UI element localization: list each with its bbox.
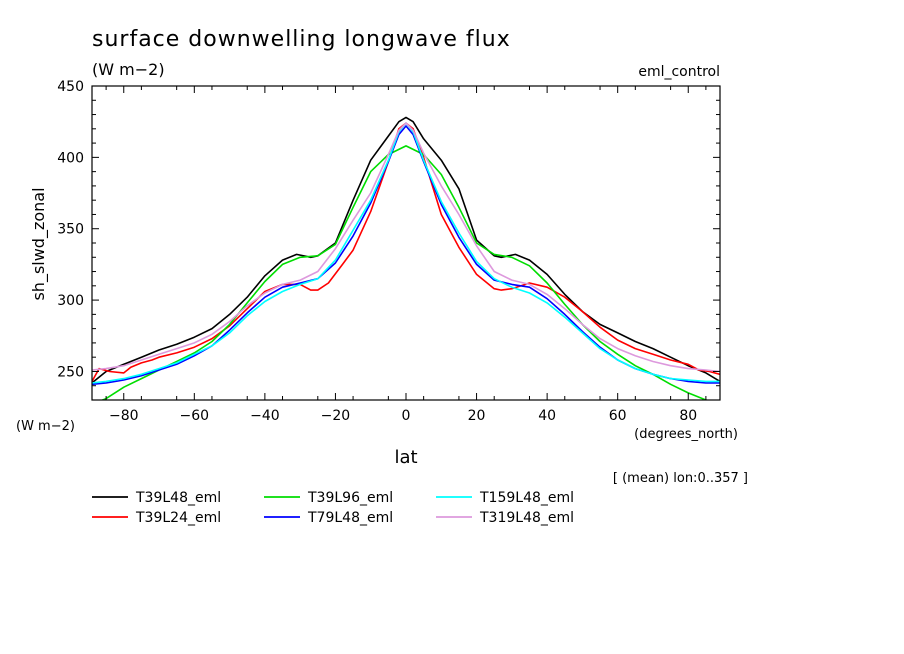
legend-label-T39L24_eml: T39L24_eml xyxy=(135,510,221,526)
x-tick-label: −60 xyxy=(180,408,210,424)
y-tick-label: 250 xyxy=(57,364,84,380)
averaging-note: [ (mean) lon:0..357 ] xyxy=(613,471,748,486)
series-line-T39L24_eml xyxy=(92,122,720,382)
legend-label-T39L48_eml: T39L48_eml xyxy=(135,490,221,506)
y-tick-label: 400 xyxy=(57,150,84,166)
y-tick-label: 450 xyxy=(57,79,84,95)
plot-frame xyxy=(91,85,721,401)
y-tick-label: 300 xyxy=(57,293,84,309)
x-axis-label: lat xyxy=(394,447,417,468)
series-line-T39L48_eml xyxy=(92,116,720,384)
x-tick-label: −20 xyxy=(321,408,351,424)
chart-title: surface downwelling longwave flux xyxy=(92,27,511,52)
legend-label-T39L96_eml: T39L96_eml xyxy=(307,490,393,506)
legend-label-T79L48_eml: T79L48_eml xyxy=(307,510,393,526)
x-units-label: (degrees_north) xyxy=(634,427,738,442)
x-tick-label: 60 xyxy=(609,408,627,424)
y-axis-label: sh_slwd_zonal xyxy=(29,187,49,300)
series-line-T39L96_eml xyxy=(100,145,710,400)
series-line-T319L48_eml xyxy=(92,122,720,373)
units-label: (W m−2) xyxy=(92,60,165,79)
x-tick-label: −80 xyxy=(109,408,139,424)
x-tick-label: −40 xyxy=(250,408,280,424)
legend-label-T319L48_eml: T319L48_eml xyxy=(479,510,574,526)
x-tick-label: 80 xyxy=(679,408,697,424)
y-units-label: (W m−2) xyxy=(16,419,75,434)
x-tick-label: 40 xyxy=(538,408,556,424)
x-tick-label: 20 xyxy=(468,408,486,424)
experiment-label: eml_control xyxy=(638,64,720,80)
y-tick-label: 350 xyxy=(57,222,84,238)
legend-label-T159L48_eml: T159L48_eml xyxy=(479,490,574,506)
x-tick-label: 0 xyxy=(402,408,411,424)
